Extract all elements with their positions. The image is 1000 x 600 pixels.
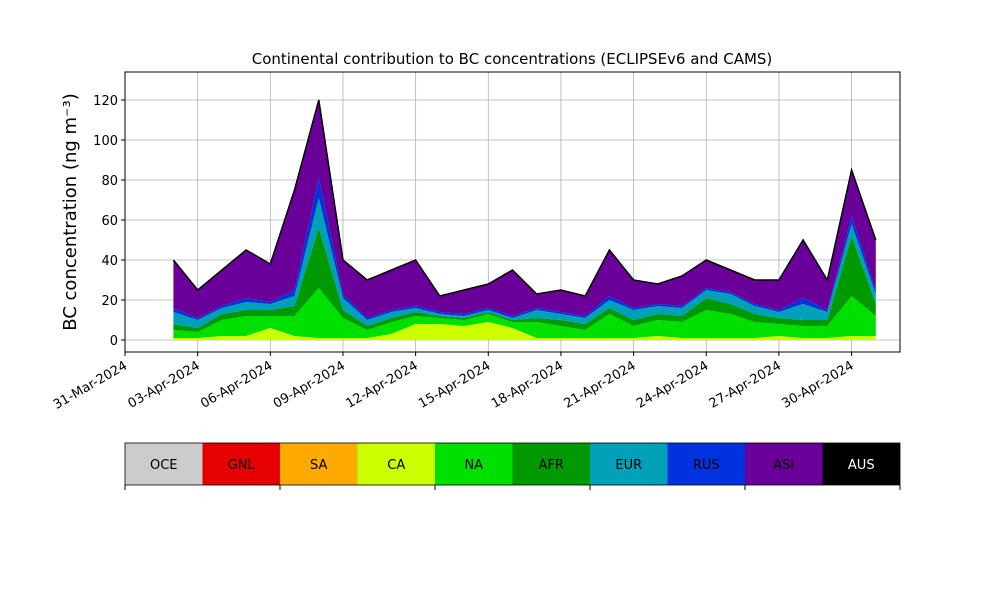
y-tick-label: 80 <box>101 174 118 189</box>
legend-label: SA <box>310 458 327 473</box>
legend-swatch <box>280 443 358 485</box>
legend-label: RUS <box>693 458 720 473</box>
area <box>173 198 876 328</box>
legend-label: ASI <box>773 458 794 473</box>
y-tick-label: 40 <box>101 254 118 269</box>
area <box>173 322 876 340</box>
y-tick-label: 0 <box>110 334 118 349</box>
legend-frame <box>124 442 901 486</box>
x-tick-label: 27-Apr-2024 <box>707 358 784 411</box>
legend-label: AFR <box>539 458 564 473</box>
area <box>173 100 876 318</box>
area <box>173 228 876 332</box>
plot-frame <box>124 71 901 353</box>
x-tick-label: 03-Apr-2024 <box>126 358 203 411</box>
legend-swatch <box>822 443 900 485</box>
legend-label: AUS <box>848 458 875 473</box>
area <box>173 288 876 338</box>
legend-swatch <box>512 443 590 485</box>
legend-label: GNL <box>228 458 256 473</box>
legend-label: EUR <box>615 458 642 473</box>
legend-swatch <box>590 443 668 485</box>
x-tick-label: 12-Apr-2024 <box>344 358 421 411</box>
y-tick-label: 20 <box>101 294 118 309</box>
x-tick-label: 09-Apr-2024 <box>271 358 348 411</box>
x-tick-label: 21-Apr-2024 <box>561 358 638 411</box>
x-tick-label: 24-Apr-2024 <box>634 358 711 411</box>
y-axis-label: BC concentration (ng m⁻³) <box>60 93 81 331</box>
total-outline <box>172 99 877 297</box>
legend-swatch <box>202 443 280 485</box>
legend-label: NA <box>464 458 483 473</box>
legend-swatch <box>667 443 745 485</box>
x-tick-label: 31-Mar-2024 <box>51 358 130 412</box>
x-tick-label: 30-Apr-2024 <box>779 358 856 411</box>
legend-swatch <box>357 443 435 485</box>
y-tick-label: 60 <box>101 214 118 229</box>
legend-swatch <box>745 443 823 485</box>
legend-swatch <box>435 443 513 485</box>
y-tick-label: 100 <box>93 134 118 149</box>
legend-swatch <box>125 443 203 485</box>
chart-title: Continental contribution to BC concentra… <box>252 50 773 68</box>
legend-label: OCE <box>150 458 178 473</box>
x-tick-label: 15-Apr-2024 <box>416 358 493 411</box>
x-tick-label: 06-Apr-2024 <box>198 358 275 411</box>
x-tick-label: 18-Apr-2024 <box>489 358 566 411</box>
legend: OCE GNL SA CA NA AFR EUR RUS ASI AUS <box>124 442 901 490</box>
legend-label: CA <box>387 458 405 473</box>
areas <box>172 99 877 340</box>
y-tick-label: 120 <box>93 94 118 109</box>
